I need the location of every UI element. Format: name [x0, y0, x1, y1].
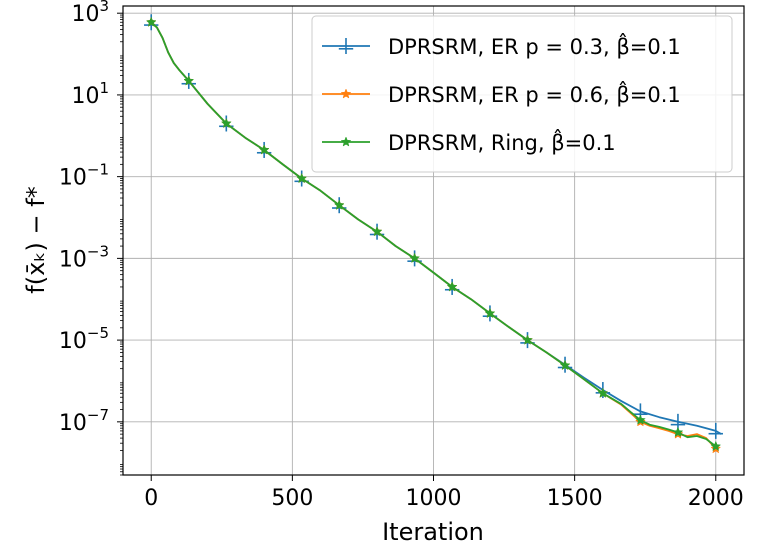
- y-tick-label: 10−1: [59, 161, 109, 191]
- legend-item: DPRSRM, ER p = 0.6, β̂=0.1: [322, 81, 681, 107]
- series-marker: [672, 426, 684, 438]
- series-marker: [340, 88, 352, 99]
- series-marker: [484, 307, 496, 319]
- x-axis-label: Iteration: [382, 518, 484, 546]
- y-tick-label: 103: [71, 0, 109, 27]
- y-axis: 103 101 10−1 10−3 10−5 10−7: [59, 0, 123, 476]
- legend-item: DPRSRM, ER p = 0.3, β̂=0.1: [322, 33, 681, 59]
- series-marker: [258, 144, 270, 155]
- x-tick-label: 1000: [406, 486, 462, 511]
- y-tick-label: 101: [71, 79, 109, 109]
- y-tick-label: 10−5: [59, 324, 109, 354]
- series-marker: [710, 440, 722, 452]
- legend-item: DPRSRM, Ring, β̂=0.1: [322, 129, 616, 155]
- series-marker: [220, 117, 232, 129]
- x-tick-label: 1500: [547, 486, 603, 511]
- data-series: [145, 16, 722, 452]
- series-marker: [446, 281, 458, 292]
- y-tick-label: 10−7: [59, 406, 109, 436]
- series-marker: [145, 16, 157, 27]
- series-marker: [296, 172, 308, 184]
- y-tick-label: 10−3: [59, 242, 109, 272]
- legend: DPRSRM, ER p = 0.3, β̂=0.1 DPRSRM, ER p =…: [311, 15, 733, 173]
- series-marker: [409, 252, 420, 263]
- series-line: [150, 21, 717, 448]
- legend-label: DPRSRM, ER p = 0.3, β̂=0.1: [388, 33, 681, 59]
- x-tick-label: 500: [271, 486, 313, 511]
- legend-label: DPRSRM, ER p = 0.6, β̂=0.1: [388, 81, 681, 107]
- x-tick-label: 0: [144, 486, 158, 511]
- x-tick-label: 2000: [688, 486, 744, 511]
- series-marker: [522, 334, 533, 345]
- series-marker: [635, 414, 646, 425]
- x-axis: 0 500 1000 1500 2000: [144, 475, 744, 511]
- series-layer: [144, 14, 723, 454]
- series-marker: [183, 75, 195, 86]
- legend-label: DPRSRM, Ring, β̂=0.1: [388, 129, 616, 155]
- series-marker: [333, 199, 345, 210]
- y-axis-label: f(x̄ₖ) − f*: [22, 186, 50, 293]
- series-marker: [559, 359, 571, 371]
- series-marker: [340, 136, 352, 147]
- series-marker: [371, 226, 383, 237]
- series-marker: [597, 387, 609, 398]
- legend-box: [311, 15, 733, 173]
